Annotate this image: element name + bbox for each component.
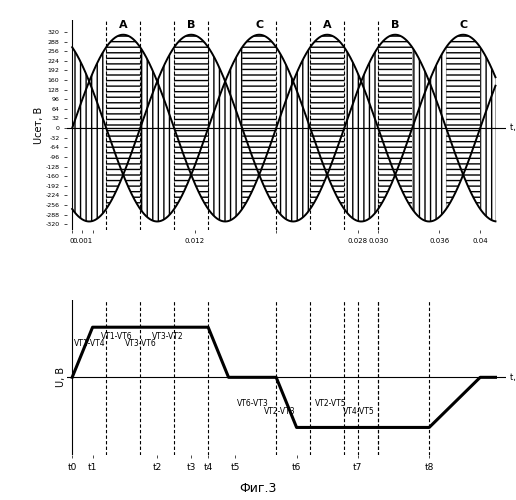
- Text: B: B: [187, 20, 196, 30]
- Y-axis label: U, В: U, В: [56, 368, 66, 388]
- Text: t, сек.: t, сек.: [510, 373, 516, 382]
- Text: VT1-VT4: VT1-VT4: [74, 338, 106, 347]
- Text: VT6-VT3: VT6-VT3: [237, 399, 269, 408]
- Text: VT2-VT5: VT2-VT5: [315, 399, 347, 408]
- Text: VT3-VT6: VT3-VT6: [125, 338, 157, 347]
- Text: C: C: [255, 20, 263, 30]
- Text: C: C: [459, 20, 467, 30]
- Text: A: A: [323, 20, 331, 30]
- Text: B: B: [391, 20, 399, 30]
- Text: VT4-VT5: VT4-VT5: [343, 407, 374, 416]
- Text: VT3-VT2: VT3-VT2: [152, 332, 183, 340]
- Text: VT2-VT3: VT2-VT3: [264, 407, 296, 416]
- Y-axis label: Ucет, В: Ucет, В: [34, 106, 44, 144]
- Text: t, сек.: t, сек.: [510, 124, 516, 132]
- Text: Фиг.3: Фиг.3: [239, 482, 277, 495]
- Text: VT1-VT6: VT1-VT6: [101, 332, 133, 340]
- Text: A: A: [119, 20, 127, 30]
